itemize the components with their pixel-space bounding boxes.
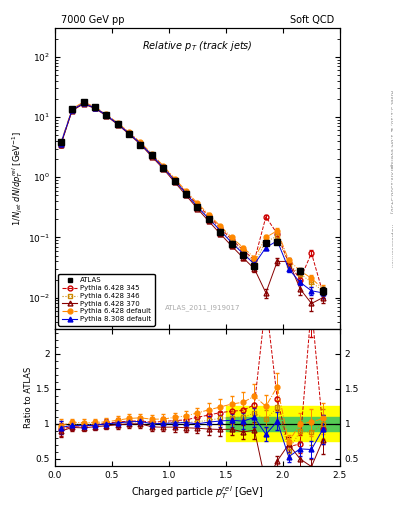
Text: Relative $p_T$ (track jets): Relative $p_T$ (track jets) xyxy=(142,39,253,53)
Text: Soft QCD: Soft QCD xyxy=(290,15,334,25)
Bar xyxy=(226,417,340,431)
X-axis label: Charged particle $p_T^{rel}$ [GeV]: Charged particle $p_T^{rel}$ [GeV] xyxy=(131,484,264,501)
Text: [arXiv:1306.3436]: [arXiv:1306.3436] xyxy=(389,164,393,215)
Bar xyxy=(226,407,340,441)
Text: ATLAS_2011_I919017: ATLAS_2011_I919017 xyxy=(165,304,241,311)
Legend: ATLAS, Pythia 6.428 345, Pythia 6.428 346, Pythia 6.428 370, Pythia 6.428 defaul: ATLAS, Pythia 6.428 345, Pythia 6.428 34… xyxy=(59,274,154,326)
Y-axis label: Ratio to ATLAS: Ratio to ATLAS xyxy=(24,367,33,428)
Text: Rivet 3.1.10; ≥ 1.6M events: Rivet 3.1.10; ≥ 1.6M events xyxy=(389,90,393,166)
Text: 7000 GeV pp: 7000 GeV pp xyxy=(61,15,124,25)
Text: mcplots.cern.ch: mcplots.cern.ch xyxy=(389,224,393,268)
Y-axis label: $1/N_{jet}\ dN/dp_T^{rel}\ [\mathrm{GeV}^{-1}]$: $1/N_{jet}\ dN/dp_T^{rel}\ [\mathrm{GeV}… xyxy=(11,131,25,226)
